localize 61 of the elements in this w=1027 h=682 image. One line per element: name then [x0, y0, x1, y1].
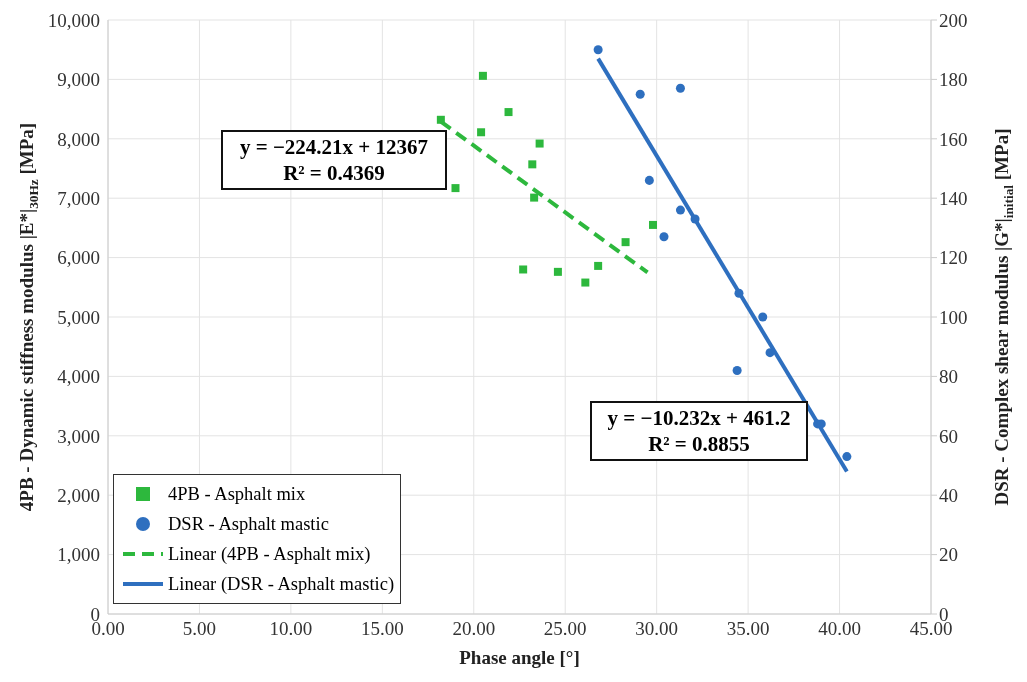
y-tick-label: 10,000 — [47, 9, 100, 31]
point — [644, 175, 654, 185]
point — [842, 452, 852, 462]
y2-tick-label: 80 — [939, 366, 958, 388]
y-tick-label: 6,000 — [57, 247, 100, 269]
y2-tick-label: 100 — [939, 306, 968, 328]
annotation: y = −224.21x + 12367 R² = 0.4369 — [221, 130, 447, 190]
legend-label: 4PB - Asphalt mix — [168, 483, 306, 505]
point — [477, 128, 486, 137]
point — [478, 71, 487, 80]
legend-label: Linear (4PB - Asphalt mix) — [168, 543, 371, 565]
y2-tick-label: 120 — [939, 247, 968, 269]
point — [594, 261, 603, 270]
x-tick-label: 25.00 — [543, 618, 587, 640]
y-tick-label: 8,000 — [57, 128, 100, 150]
point — [530, 193, 539, 202]
point — [690, 214, 700, 224]
legend-label: DSR - Asphalt mastic — [168, 513, 329, 535]
point — [732, 365, 742, 375]
point — [675, 83, 685, 93]
point — [765, 348, 775, 358]
x-tick-label: 35.00 — [726, 618, 770, 640]
point — [519, 265, 528, 274]
point — [436, 115, 445, 124]
x-tick-label: 40.00 — [818, 618, 861, 640]
point — [528, 160, 537, 169]
y-tick-label: 9,000 — [57, 69, 100, 91]
x-tick-label: 20.00 — [452, 618, 496, 640]
x-tick-label: 30.00 — [635, 618, 679, 640]
point — [734, 288, 744, 298]
point — [659, 232, 669, 242]
point — [535, 139, 544, 148]
point — [758, 312, 768, 322]
y-tick-label: 4,000 — [57, 366, 100, 388]
y-tick-label: 2,000 — [57, 484, 100, 506]
point — [649, 220, 658, 229]
point — [593, 45, 603, 55]
y-tick-label: 7,000 — [57, 187, 100, 209]
y2-tick-label: 60 — [939, 425, 958, 447]
point — [504, 108, 513, 117]
y2-tick-label: 180 — [939, 69, 968, 91]
point — [553, 267, 562, 276]
y2-tick-label: 160 — [939, 128, 968, 150]
point — [675, 205, 685, 215]
point — [621, 238, 630, 247]
point — [635, 89, 645, 99]
x-tick-label: 10.00 — [269, 618, 313, 640]
annotation: y = −10.232x + 461.2 R² = 0.8855 — [590, 401, 808, 461]
y2-tick-label: 40 — [939, 484, 958, 506]
legend-label: Linear (DSR - Asphalt mastic) — [168, 573, 395, 595]
x-tick-label: 5.00 — [182, 618, 217, 640]
y-tick-label: 5,000 — [57, 306, 100, 328]
x-tick-label: 15.00 — [360, 618, 404, 640]
point — [451, 184, 460, 193]
y2-tick-label: 200 — [939, 9, 968, 31]
y2-tick-label: 140 — [939, 187, 968, 209]
y-tick-label: 1,000 — [57, 544, 100, 566]
x-axis-title: Phase angle [°] — [459, 647, 580, 668]
point — [581, 278, 590, 287]
y-tick-label: 3,000 — [57, 425, 100, 447]
y2-tick-label: 20 — [939, 544, 958, 566]
